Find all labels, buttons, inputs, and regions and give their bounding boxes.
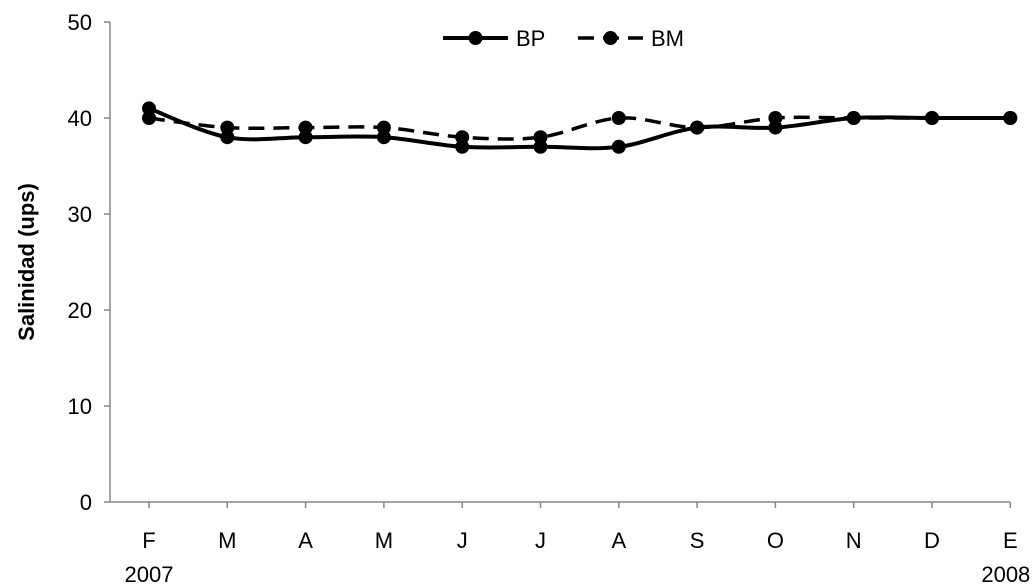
y-tick-label: 0 (80, 490, 92, 515)
series-layer (142, 101, 1017, 153)
data-point-bp (1003, 111, 1017, 125)
x-tick-label: O (767, 528, 784, 553)
legend-marker-bp (469, 31, 483, 45)
data-point-bp (142, 101, 156, 115)
series-line-bm (149, 117, 1010, 139)
x-ticks: F M A M J J A S O N D E 2007 2008 (125, 502, 1031, 586)
data-point-bp (534, 140, 548, 154)
x-tick-label: A (611, 528, 626, 553)
y-tick-label: 40 (68, 106, 92, 131)
x-axis: F M A M J J A S O N D E 2007 2008 (110, 502, 1030, 586)
y-axis-title: Salinidad (ups) (14, 183, 39, 341)
x-year-label: 2008 (981, 562, 1030, 586)
data-point-bp (299, 130, 313, 144)
y-ticks: 0 10 20 30 40 50 (68, 10, 110, 515)
data-point-bp (847, 111, 861, 125)
x-tick-label: A (298, 528, 313, 553)
data-point-bm (612, 111, 626, 125)
y-axis: 0 10 20 30 40 50 (68, 10, 110, 515)
x-tick-label: E (1003, 528, 1018, 553)
x-tick-label: N (846, 528, 862, 553)
data-point-bp (768, 121, 782, 135)
legend-label-bm: BM (651, 26, 684, 51)
x-tick-label: S (690, 528, 705, 553)
x-tick-label: M (218, 528, 236, 553)
y-tick-label: 10 (68, 394, 92, 419)
legend-label-bp: BP (516, 26, 545, 51)
y-tick-label: 50 (68, 10, 92, 35)
x-year-label: 2007 (125, 562, 174, 586)
legend-marker-bm (604, 31, 618, 45)
x-tick-label: F (142, 528, 155, 553)
x-tick-label: M (375, 528, 393, 553)
legend: BP BM (443, 26, 684, 51)
x-tick-label: D (924, 528, 940, 553)
data-point-bp (612, 140, 626, 154)
data-point-bp (220, 130, 234, 144)
data-point-bp (377, 130, 391, 144)
y-tick-label: 30 (68, 202, 92, 227)
y-tick-label: 20 (68, 298, 92, 323)
x-tick-label: J (457, 528, 468, 553)
data-point-bp (925, 111, 939, 125)
x-tick-label: J (535, 528, 546, 553)
data-point-bp (455, 140, 469, 154)
data-point-bp (690, 121, 704, 135)
